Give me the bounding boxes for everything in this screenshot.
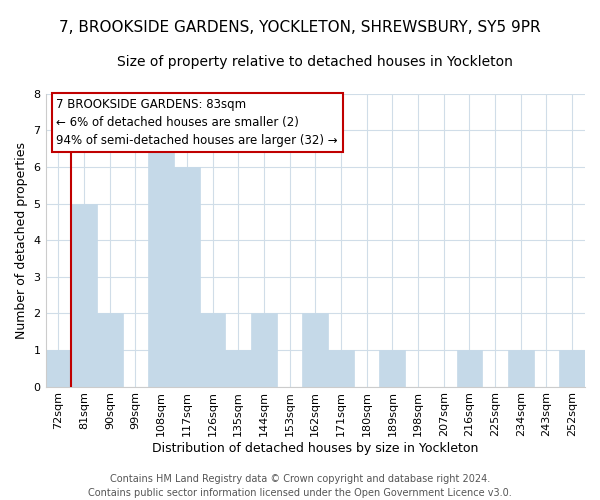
Bar: [71, 204, 97, 386]
Text: 7 BROOKSIDE GARDENS: 83sqm
← 6% of detached houses are smaller (2)
94% of semi-d: 7 BROOKSIDE GARDENS: 83sqm ← 6% of detac…: [56, 98, 338, 147]
Bar: [508, 350, 533, 387]
Bar: [97, 314, 122, 386]
Bar: [302, 314, 328, 386]
Bar: [174, 167, 200, 386]
Bar: [559, 350, 585, 387]
Bar: [46, 350, 71, 387]
Bar: [251, 314, 277, 386]
Bar: [200, 314, 226, 386]
Y-axis label: Number of detached properties: Number of detached properties: [15, 142, 28, 338]
Bar: [328, 350, 354, 387]
Title: Size of property relative to detached houses in Yockleton: Size of property relative to detached ho…: [118, 55, 513, 69]
Bar: [148, 130, 174, 386]
Text: 7, BROOKSIDE GARDENS, YOCKLETON, SHREWSBURY, SY5 9PR: 7, BROOKSIDE GARDENS, YOCKLETON, SHREWSB…: [59, 20, 541, 35]
Text: Contains HM Land Registry data © Crown copyright and database right 2024.
Contai: Contains HM Land Registry data © Crown c…: [88, 474, 512, 498]
Bar: [457, 350, 482, 387]
X-axis label: Distribution of detached houses by size in Yockleton: Distribution of detached houses by size …: [152, 442, 478, 455]
Bar: [379, 350, 405, 387]
Bar: [226, 350, 251, 387]
